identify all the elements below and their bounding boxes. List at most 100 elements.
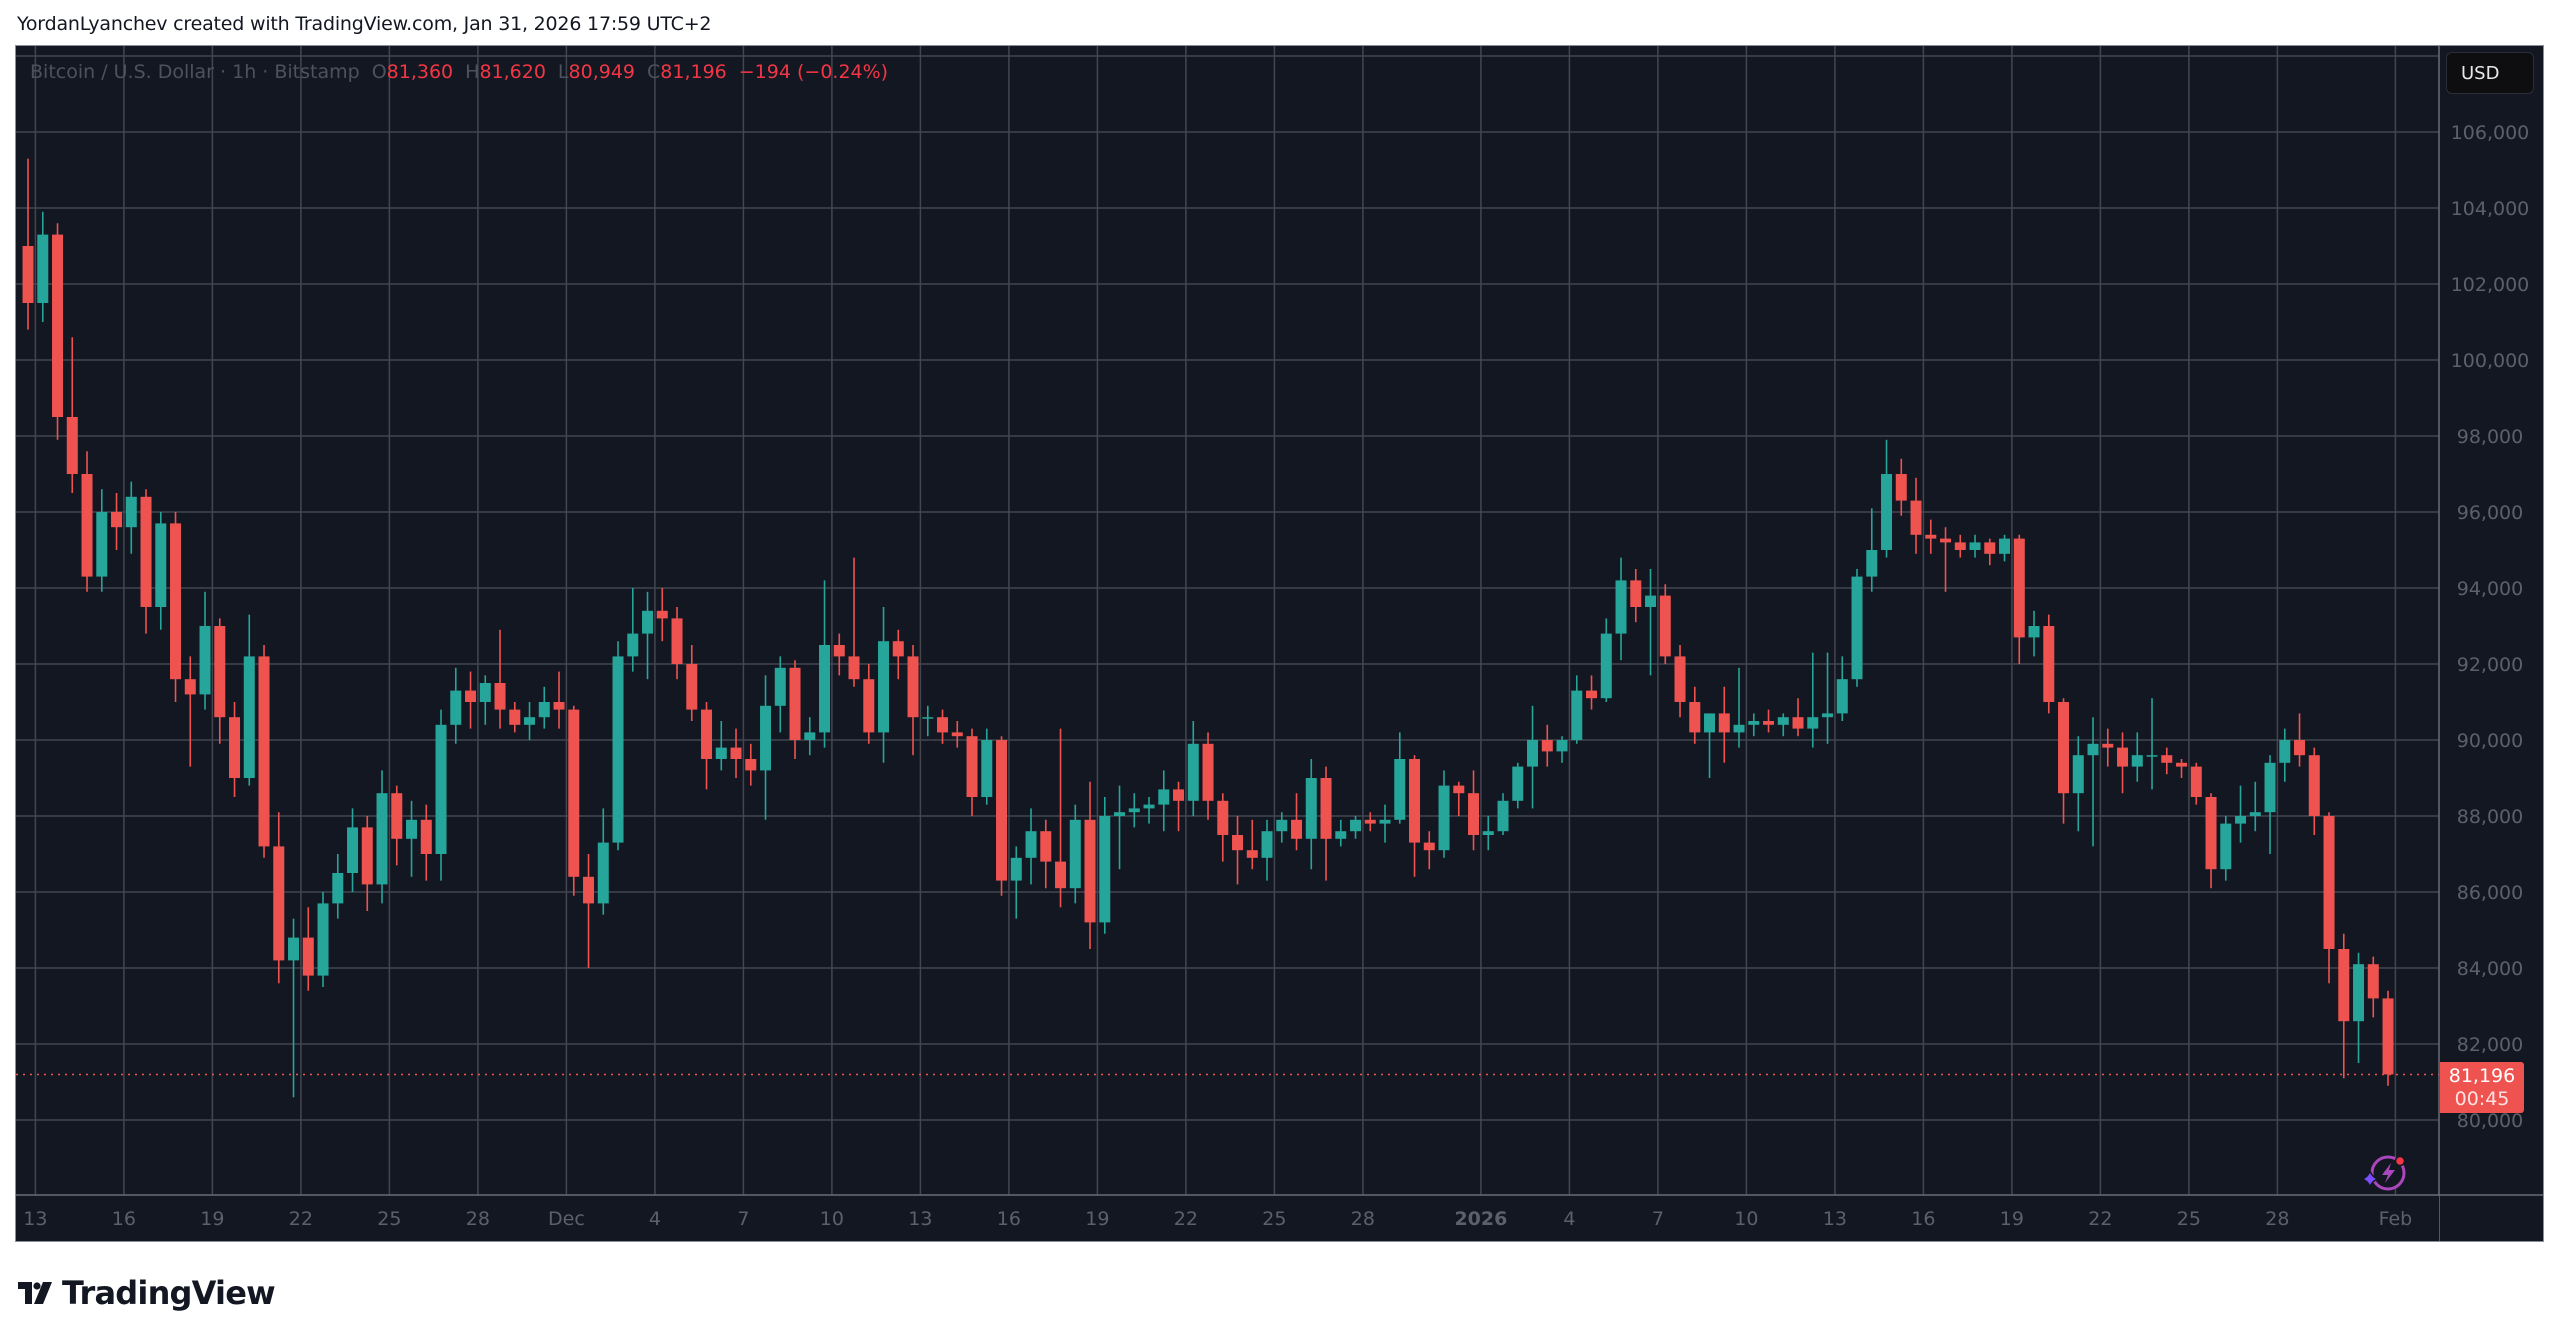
candle (907, 645, 919, 756)
candle (1010, 846, 1022, 919)
candle-body (2058, 702, 2070, 794)
candle-body (1409, 759, 1421, 843)
candle (2249, 781, 2261, 832)
candle-body (833, 645, 845, 657)
candle (2028, 610, 2040, 657)
candle-body (996, 740, 1008, 881)
candle (1217, 793, 1229, 862)
candle-body (2338, 949, 2350, 1022)
candle-body (1202, 743, 1214, 801)
chart-pane[interactable] (16, 46, 2543, 1241)
candle-body (1232, 835, 1244, 851)
candle-body (273, 846, 285, 961)
candle-body (1482, 831, 1494, 835)
candle (2146, 698, 2158, 790)
assistant-icon[interactable] (2359, 1155, 2406, 1191)
candle (1925, 519, 1937, 554)
candle (1453, 781, 1465, 816)
candle-body (66, 417, 78, 474)
time-tick-label: 22 (1174, 1208, 1198, 1230)
candle (863, 664, 875, 744)
candle (1291, 793, 1303, 851)
candle (111, 493, 123, 550)
candle-body (1084, 819, 1096, 923)
candle-body (1866, 550, 1878, 577)
price-tick-label: 90,000 (2457, 730, 2523, 752)
candle-body (2382, 998, 2394, 1075)
candle-body (450, 690, 462, 725)
candle (1836, 656, 1848, 721)
tradingview-logo[interactable]: TradingView (18, 1274, 276, 1312)
time-tick-label: Dec (548, 1208, 585, 1230)
candle-body (1055, 861, 1067, 889)
time-tick-label: 22 (289, 1208, 313, 1230)
candle-body (1438, 785, 1450, 851)
candle-body (553, 702, 565, 710)
candle-body (199, 626, 211, 695)
candle-body (465, 690, 477, 702)
candle (2102, 728, 2114, 767)
candle (568, 705, 580, 896)
candle (833, 633, 845, 676)
candle-body (1350, 819, 1362, 832)
candle-body (2235, 816, 2247, 824)
time-tick-label: 13 (908, 1208, 932, 1230)
candle (1040, 819, 1052, 889)
candle (125, 481, 137, 554)
candle-body (229, 717, 241, 778)
candle-body (1246, 850, 1258, 858)
candle-body (288, 937, 300, 961)
candle (317, 892, 329, 987)
time-tick-label: 13 (1823, 1208, 1847, 1230)
candle-body (125, 496, 137, 528)
price-axis[interactable]: 80,000 82,000 84,000 86,000 88,000 90,000 92,0… (2451, 122, 2530, 1132)
candle (1792, 698, 1804, 737)
candle (1556, 736, 1568, 763)
candle (612, 641, 624, 851)
candle (2308, 747, 2320, 835)
candle-body (37, 234, 49, 303)
candle-body (907, 656, 919, 718)
candle (2205, 793, 2217, 889)
candle (1409, 755, 1421, 877)
candle-body (1984, 542, 1996, 554)
candle-body (937, 717, 949, 733)
candle-body (1822, 713, 1834, 718)
candle (819, 580, 831, 748)
candle (1881, 439, 1893, 558)
candle (479, 675, 491, 725)
candle-body (656, 610, 668, 619)
candle (1718, 686, 1730, 763)
currency-button[interactable]: USD (2446, 52, 2534, 94)
candle (2161, 747, 2173, 775)
candle-body (981, 740, 993, 797)
symbol-legend[interactable]: Bitcoin / U.S. Dollar · 1h · Bitstamp O81… (30, 61, 900, 83)
candle-body (1512, 766, 1524, 801)
time-axis-labels[interactable]: 13 16 19 22 25 28 Dec 4 7 10 13 16 19 22 25 28 2026 4 7 10 1… (23, 1208, 2412, 1230)
candle-body (730, 747, 742, 759)
candle (420, 804, 432, 881)
candle (553, 671, 565, 729)
candle-body (745, 759, 757, 771)
time-tick-label: 25 (377, 1208, 401, 1230)
candle (184, 656, 196, 767)
candle-body (1261, 831, 1273, 858)
candle-body (2190, 766, 2202, 797)
time-tick-label: 7 (1652, 1208, 1664, 1230)
time-axis[interactable] (16, 1196, 2439, 1241)
candle-body (2102, 743, 2114, 748)
candle (1114, 785, 1126, 870)
price-tick-label: 96,000 (2457, 502, 2523, 524)
high-value: 81,620 (479, 61, 546, 83)
candle-body (2087, 743, 2099, 756)
candle (2176, 759, 2188, 778)
time-tick-label: 28 (1351, 1208, 1375, 1230)
symbol-title: Bitcoin / U.S. Dollar · 1h · Bitstamp (30, 61, 360, 83)
candle-body (391, 793, 403, 839)
candle (37, 211, 49, 322)
candle-body (892, 641, 904, 657)
candle (1659, 584, 1671, 664)
candle-body (1689, 702, 1701, 733)
candle-body (1010, 857, 1022, 881)
